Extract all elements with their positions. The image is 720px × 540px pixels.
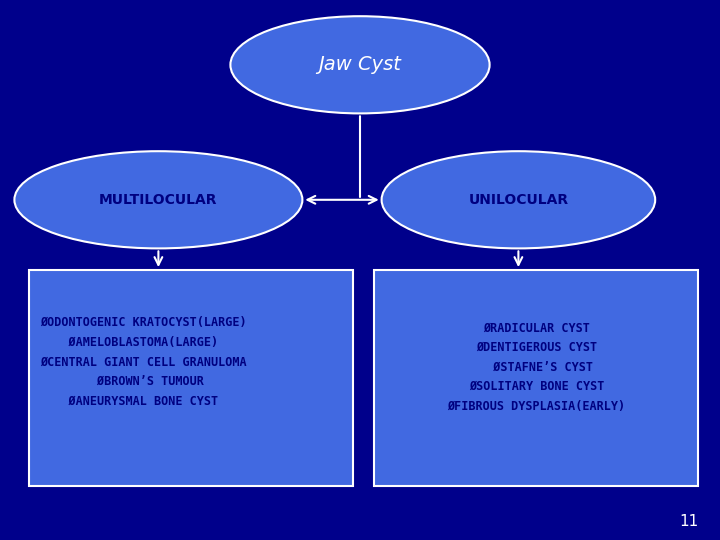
Text: ØRADICULAR CYST
ØDENTIGEROUS CYST
  ØSTAFNE’S CYST
ØSOLITARY BONE CYST
ØFIBROUS : ØRADICULAR CYST ØDENTIGEROUS CYST ØSTAFN… bbox=[447, 322, 626, 413]
Text: MULTILOCULAR: MULTILOCULAR bbox=[99, 193, 217, 207]
Ellipse shape bbox=[14, 151, 302, 248]
Ellipse shape bbox=[382, 151, 655, 248]
FancyBboxPatch shape bbox=[29, 270, 353, 486]
Text: Jaw Cyst: Jaw Cyst bbox=[318, 55, 402, 75]
Text: 11: 11 bbox=[679, 514, 698, 529]
Text: UNILOCULAR: UNILOCULAR bbox=[468, 193, 569, 207]
Ellipse shape bbox=[230, 16, 490, 113]
Text: ØODONTOGENIC KRATOCYST(LARGE)
    ØAMELOBLASTOMA(LARGE)
ØCENTRAL GIANT CELL GRAN: ØODONTOGENIC KRATOCYST(LARGE) ØAMELOBLAS… bbox=[40, 316, 246, 407]
FancyBboxPatch shape bbox=[374, 270, 698, 486]
